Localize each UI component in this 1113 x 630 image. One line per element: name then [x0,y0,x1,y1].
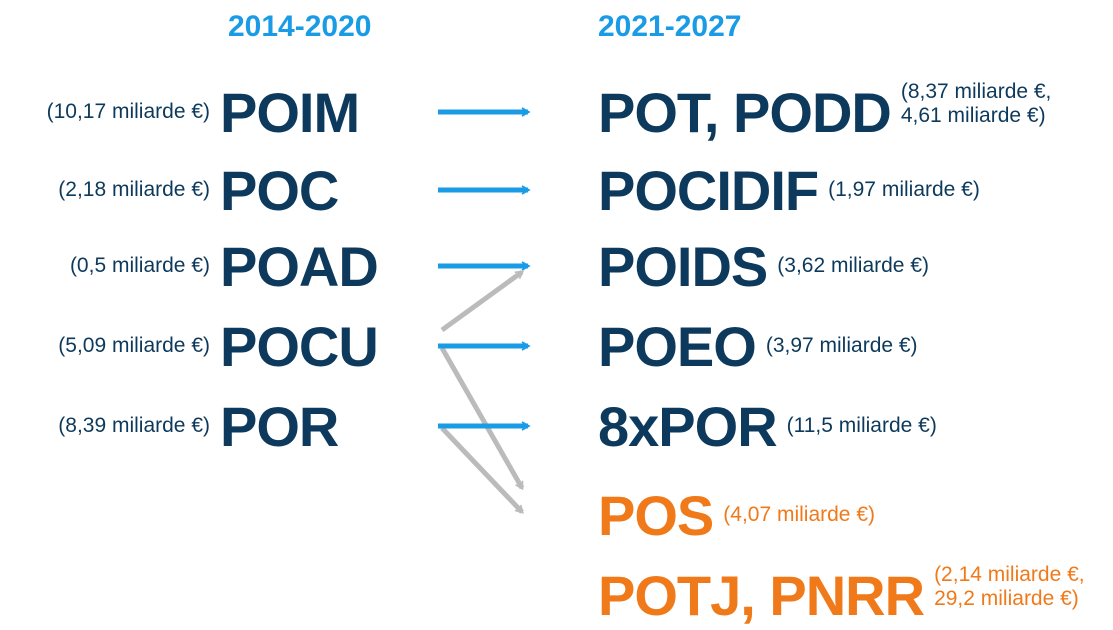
header-left: 2014-2020 [228,10,372,43]
amount-line: (2,14 miliarde €, [934,563,1085,586]
right-item: POTJ, PNRR (2,14 miliarde €, 29,2 miliarde… [598,560,1085,630]
arrow [439,346,525,491]
program-name: POEO [598,314,757,378]
gray-arrows [439,269,525,514]
amount: (1,97 miliarde €) [828,178,980,202]
amount: (2,18 miliarde €) [58,178,210,201]
amount-line: 4,61 miliarde €) [900,104,1046,127]
amount: (8,37 miliarde €, 4,61 miliarde €) [901,80,1052,128]
header-right: 2021-2027 [598,10,742,43]
right-item: POT, PODD (8,37 miliarde €, 4,61 miliarde … [598,77,1051,147]
amount: (4,07 miliarde €) [723,503,875,527]
left-item: (8,39 miliarde €) POR [0,391,339,461]
program-name: POR [220,394,339,458]
program-name: POS [598,483,714,547]
amount-line: (3,62 miliarde €) [777,254,929,277]
blue-arrows [438,107,531,431]
amount-line: (8,37 miliarde €, [900,80,1052,103]
arrow [440,269,525,333]
amount: (8,39 miliarde €) [58,414,210,437]
program-name: POC [220,158,339,222]
amount: (10,17 miliarde €) [46,100,210,123]
program-name: 8xPOR [598,394,778,458]
left-item: (0,5 miliarde €) POAD [0,231,379,301]
right-item: POEO (3,97 miliarde €) [598,311,918,381]
amount: (3,62 miliarde €) [777,254,929,278]
amount: (11,5 miliarde €) [787,414,937,438]
right-item: POCIDIF (1,97 miliarde €) [598,155,980,225]
amount: (0,5 miliarde €) [69,254,210,277]
program-name: POCIDIF [598,158,819,222]
left-item: (5,09 miliarde €) POCU [0,311,379,381]
program-name: POT, PODD [598,80,892,144]
program-name: POTJ, PNRR [598,563,925,627]
program-name: POIM [220,80,360,144]
amount-line: (1,97 miliarde €) [828,178,980,201]
right-item: 8xPOR (11,5 miliarde €) [598,391,937,461]
left-item: (10,17 miliarde €) POIM [0,77,361,147]
amount: (2,14 miliarde €, 29,2 miliarde €) [934,563,1085,611]
left-item: (2,18 miliarde €) POC [0,155,339,225]
amount: (3,97 miliarde €) [766,334,918,358]
program-name: POAD [220,234,379,298]
right-item: POIDS (3,62 miliarde €) [598,231,929,301]
amount-line: (4,07 miliarde €) [723,503,875,526]
program-name: POIDS [598,234,768,298]
amount-line: (3,97 miliarde €) [765,334,918,357]
amount: (5,09 miliarde €) [58,334,210,357]
arrow [440,426,524,514]
program-name: POCU [220,314,379,378]
amount-line: (11,5 miliarde €) [786,414,937,437]
amount-line: 29,2 miliarde €) [934,587,1079,610]
right-item: POS (4,07 miliarde €) [598,480,875,550]
